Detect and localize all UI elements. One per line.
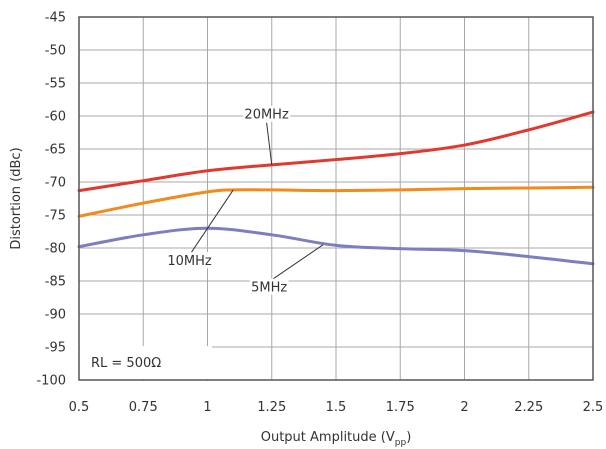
y-tick-label: -90: [45, 308, 66, 323]
y-tick-label: -85: [45, 275, 66, 290]
x-tick-label: 2.25: [514, 400, 543, 415]
y-tick-labels: -45 -50 -55 -60 -65 -70 -75 -80 -85 -90 -95 -100: [36, 11, 66, 389]
annotation-leader: [268, 244, 324, 282]
x-tick-label: 0.5: [69, 400, 90, 415]
x-tick-label: 2.5: [583, 400, 604, 415]
x-tick-labels: 0.5 0.75 1 1.25 1.5 1.75 2 2.25 2.5: [69, 400, 604, 415]
x-axis-title-main: Output Amplitude (V: [261, 430, 395, 445]
annotation-label-background: [243, 105, 291, 122]
y-tick-label: -70: [45, 176, 66, 191]
y-tick-label: -65: [45, 143, 66, 158]
y-tick-label: -55: [45, 77, 66, 92]
annotation-label-background: [249, 278, 289, 295]
y-tick-label: -95: [45, 341, 66, 356]
x-tick-label: 1: [203, 400, 211, 415]
series-line-5mhz: [77, 226, 595, 266]
x-axis-title-sub: pp: [395, 438, 407, 448]
annotation-label-background: [166, 252, 214, 269]
y-tick-label: -50: [45, 44, 66, 59]
annotation-label-5mhz: 5MHz: [251, 281, 287, 296]
y-tick-label: -60: [45, 110, 66, 125]
x-tick-label: 1.5: [326, 400, 347, 415]
y-tick-label: -100: [36, 374, 66, 389]
y-axis-title: Distortion (dBc): [9, 147, 24, 249]
x-axis-title: Output Amplitude (Vpp): [261, 430, 412, 448]
plot-border: [78, 16, 594, 381]
load-note-box: RL = 500Ω: [80, 346, 212, 379]
annotation-layer: 20MHz 10MHz 5MHz: [166, 105, 324, 296]
series-line-20mhz: [77, 110, 595, 193]
x-tick-label: 0.75: [129, 400, 158, 415]
x-tick-label: 1.75: [386, 400, 415, 415]
annotation-leader: [189, 189, 234, 256]
load-note-background: [80, 346, 212, 379]
grid-lines: [78, 16, 594, 381]
annotation-label-10mhz: 10MHz: [167, 254, 212, 269]
x-tick-label: 2: [460, 400, 468, 415]
y-tick-label: -80: [45, 242, 66, 257]
load-note-text: RL = 500Ω: [91, 356, 161, 371]
x-tick-label: 1.25: [257, 400, 286, 415]
y-tick-label: -75: [45, 209, 66, 224]
x-axis-title-end: ): [406, 430, 411, 445]
y-tick-label: -45: [45, 11, 66, 26]
annotation-leader: [266, 122, 273, 165]
annotation-label-20mhz: 20MHz: [244, 108, 289, 123]
series-layer: [77, 110, 595, 266]
series-line-10mhz: [77, 185, 595, 218]
